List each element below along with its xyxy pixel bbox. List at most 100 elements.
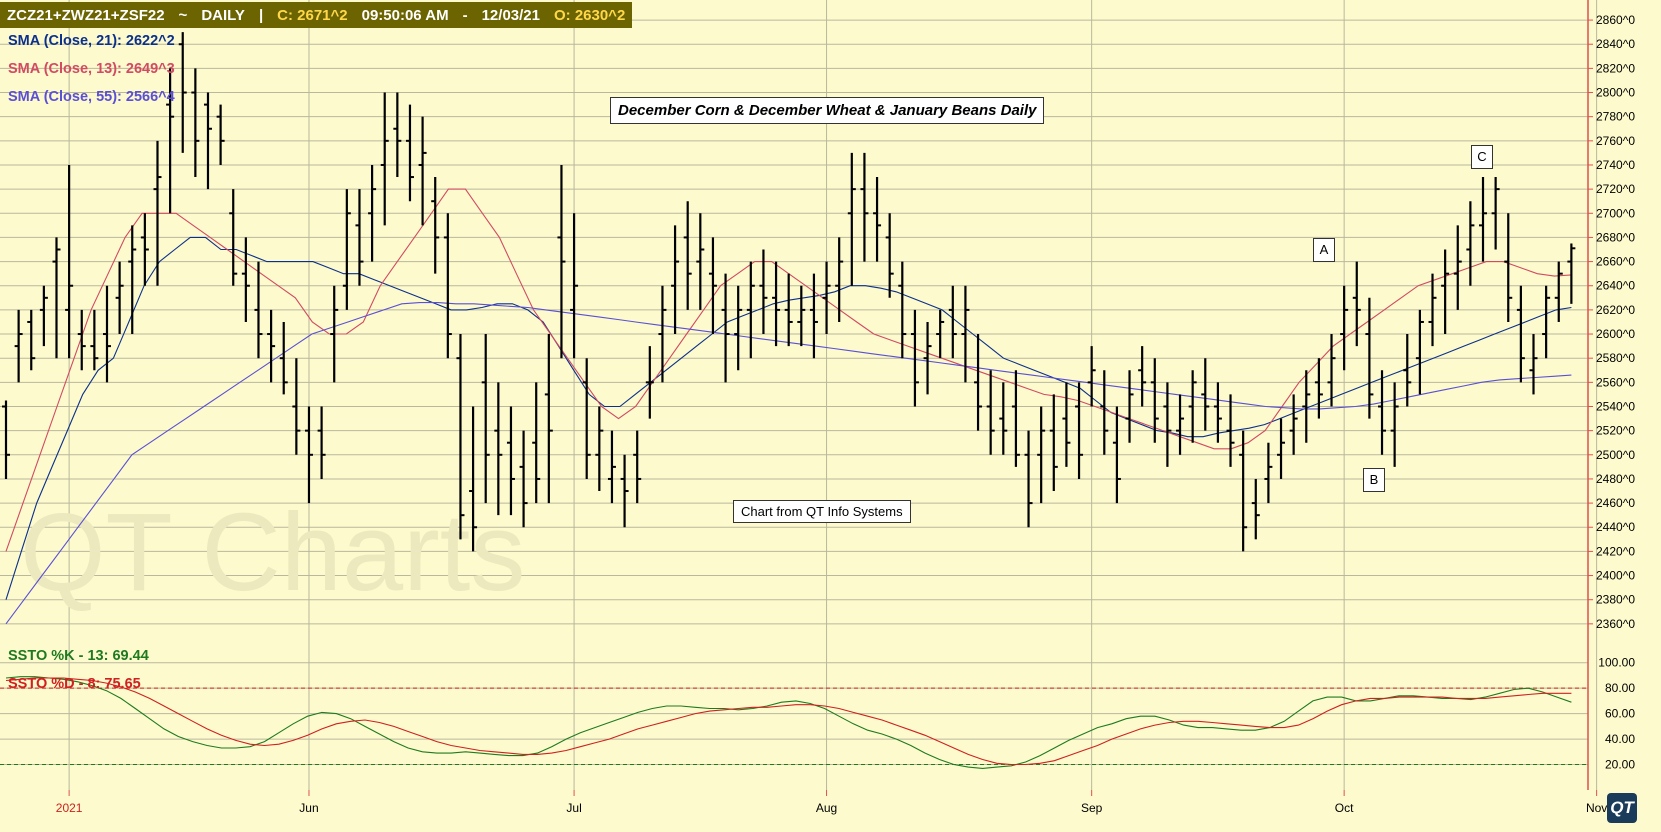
ohlc-bar — [330, 285, 339, 383]
ohlc-bar — [910, 309, 919, 407]
ohlc-bar — [1554, 261, 1563, 322]
osc-tick-label: 60.00 — [1605, 707, 1635, 721]
date-tick-label: Jul — [566, 801, 581, 815]
ohlc-bar — [1125, 370, 1134, 443]
ohlc-bar — [557, 164, 566, 359]
ohlc-bar — [645, 346, 654, 419]
ohlc-bar — [1100, 370, 1109, 455]
ohlc-bar — [1352, 261, 1361, 347]
ohlc-bar — [860, 152, 869, 262]
price-tick-label: 2780^0 — [1596, 110, 1635, 124]
price-tick-label: 2420^0 — [1596, 544, 1635, 558]
ohlc-bar — [292, 358, 301, 455]
ohlc-bar — [772, 261, 781, 347]
ohlc-bar-layer — [2, 32, 1576, 552]
ohlc-bar — [822, 261, 831, 335]
ohlc-bar — [254, 261, 263, 359]
ohlc-bar — [1075, 382, 1084, 479]
ohlc-bar — [267, 309, 276, 383]
ohlc-bar — [936, 309, 945, 359]
time-label: 09:50:06 AM — [361, 6, 449, 24]
ohlc-bar — [65, 164, 74, 359]
ohlc-bar — [380, 92, 389, 226]
ohlc-bar — [986, 370, 995, 455]
price-tick-label: 2760^0 — [1596, 134, 1635, 148]
ohlc-bar — [481, 334, 490, 504]
price-tick-label: 2740^0 — [1596, 158, 1635, 172]
legend-sma13: SMA (Close, 13): 2649^3 — [8, 61, 175, 77]
ohlc-bar — [1340, 285, 1349, 371]
ohlc-bar — [746, 261, 755, 359]
ohlc-bar — [570, 213, 579, 359]
date-tick-label: Nov — [1586, 801, 1607, 815]
ohlc-bar — [27, 309, 36, 371]
ohlc-bar — [2, 400, 10, 479]
ohlc-bar — [797, 285, 806, 347]
price-tick-label: 2500^0 — [1596, 448, 1635, 462]
symbol-label: ZCZ21+ZWZ21+ZSF22 — [7, 6, 165, 24]
ohlc-bar — [1378, 370, 1387, 455]
date-label: 12/03/21 — [481, 6, 540, 24]
ohlc-bar — [1112, 406, 1121, 504]
price-tick-label: 2360^0 — [1596, 617, 1635, 631]
date-tick-label: Sep — [1081, 801, 1103, 815]
ohlc-bar — [847, 152, 856, 286]
date-tick-label: 2021 — [56, 801, 83, 815]
ohlc-bar — [191, 68, 200, 178]
legend-sma55: SMA (Close, 55): 2566^4 — [8, 89, 175, 105]
ohlc-bar — [393, 92, 402, 178]
ssto-k-line — [5, 676, 1572, 769]
ohlc-bar — [304, 406, 313, 504]
wave-label-b: B — [1363, 468, 1385, 492]
period-label: DAILY — [201, 6, 245, 24]
ohlc-bar — [974, 334, 983, 431]
price-tick-label: 2860^0 — [1596, 13, 1635, 27]
ohlc-bar — [1087, 346, 1096, 407]
price-tick-label: 2700^0 — [1596, 206, 1635, 220]
ohlc-bar — [14, 309, 23, 383]
ohlc-bar — [1239, 430, 1248, 552]
ohlc-bar — [607, 430, 616, 504]
ohlc-bar — [696, 213, 705, 310]
ohlc-bar — [368, 164, 377, 262]
ohlc-bar — [1453, 225, 1462, 310]
price-tick-label: 2660^0 — [1596, 255, 1635, 269]
price-tick-label: 2800^0 — [1596, 86, 1635, 100]
ohlc-bar — [166, 68, 175, 214]
price-tick-label: 2400^0 — [1596, 569, 1635, 583]
ohlc-bar — [77, 309, 86, 371]
symbol-header-bar[interactable]: ZCZ21+ZWZ21+ZSF22 ~ DAILY | C: 2671^2 09… — [0, 2, 633, 28]
ohlc-bar — [873, 177, 882, 262]
ohlc-bar — [1327, 334, 1336, 407]
ohlc-bar — [1138, 346, 1147, 407]
ohlc-bar — [999, 382, 1008, 455]
ohlc-bar — [595, 406, 604, 492]
ohlc-bar — [342, 189, 351, 310]
ohlc-bar — [39, 285, 48, 347]
ohlc-bar — [1415, 309, 1424, 395]
price-tick-label: 2540^0 — [1596, 399, 1635, 413]
legend-ssto-k: SSTO %K - 13: 69.44 — [8, 648, 149, 664]
ohlc-bar — [532, 382, 541, 504]
legend-ssto-d: SSTO %D - 8: 75.65 — [8, 676, 141, 692]
ohlc-bar — [658, 285, 667, 383]
osc-tick-label: 80.00 — [1605, 681, 1635, 695]
price-tick-label: 2460^0 — [1596, 496, 1635, 510]
ohlc-bar — [1188, 370, 1197, 443]
price-tick-label: 2480^0 — [1596, 472, 1635, 486]
price-axis: 2360^0 2380^0 2400^0 2420^0 2440^0 2460^0 2480… — [1588, 13, 1635, 772]
ohlc-bar — [178, 32, 187, 153]
source-note-box: Chart from QT Info Systems — [733, 500, 911, 523]
ohlc-bar — [418, 116, 427, 226]
open-price-label: O: 2630^2 — [553, 6, 626, 24]
ohlc-bar — [1516, 285, 1525, 383]
ohlc-bar — [153, 140, 162, 286]
ohlc-bar — [1289, 394, 1298, 455]
ssto-d-line — [5, 677, 1572, 766]
osc-tick-label: 20.00 — [1605, 758, 1635, 772]
dash-label: - — [462, 6, 468, 24]
ohlc-bar — [784, 273, 793, 347]
ohlc-bar — [519, 430, 528, 528]
qt-logo-icon[interactable]: QT — [1607, 793, 1637, 823]
